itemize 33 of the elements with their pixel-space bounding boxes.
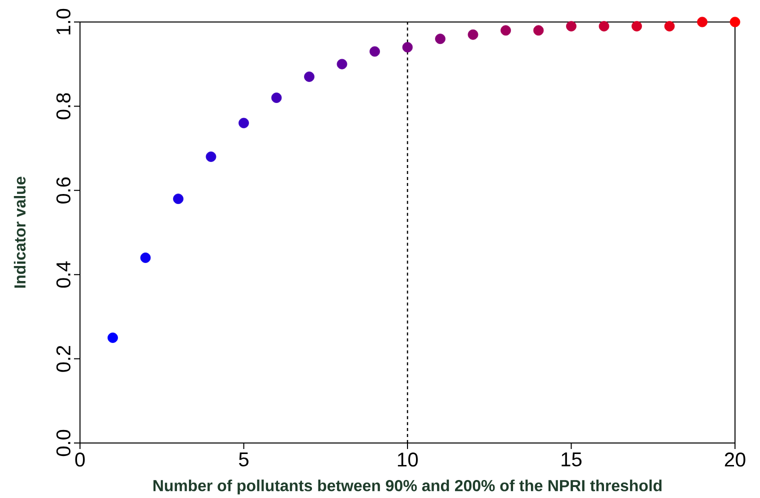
point <box>664 21 675 32</box>
y-tick-label: 0.4 <box>56 261 70 288</box>
point <box>500 25 511 36</box>
y-tick-label: 0.2 <box>56 346 70 372</box>
x-tick-label: 10 <box>398 452 418 467</box>
point <box>370 46 380 57</box>
point <box>206 152 216 162</box>
point <box>435 34 446 44</box>
point <box>533 25 544 36</box>
y-tick-label: 1.0 <box>56 8 70 34</box>
point <box>140 252 151 263</box>
y-axis-title: Indicator value <box>14 176 26 288</box>
x-tick-label: 15 <box>562 452 582 466</box>
x-tick-label: 20 <box>724 452 746 467</box>
point <box>238 118 249 128</box>
point <box>730 16 740 28</box>
y-tick-label: 0.8 <box>56 93 70 120</box>
point <box>173 194 184 204</box>
point <box>468 29 478 40</box>
point <box>598 21 610 32</box>
point <box>697 16 708 28</box>
x-axis-title: Number of pollutants between 90% and 200% of the NPRI threshold <box>153 480 662 494</box>
y-tick-label: 0.6 <box>56 177 70 204</box>
point <box>632 21 642 32</box>
x-tick-label: 5 <box>239 452 248 466</box>
point <box>336 58 348 70</box>
point <box>566 21 576 32</box>
point <box>402 42 413 52</box>
y-tick-label: 0.0 <box>56 430 70 456</box>
point <box>108 332 118 343</box>
point <box>271 92 282 103</box>
point <box>304 72 314 82</box>
x-tick-label: 0 <box>75 452 85 467</box>
